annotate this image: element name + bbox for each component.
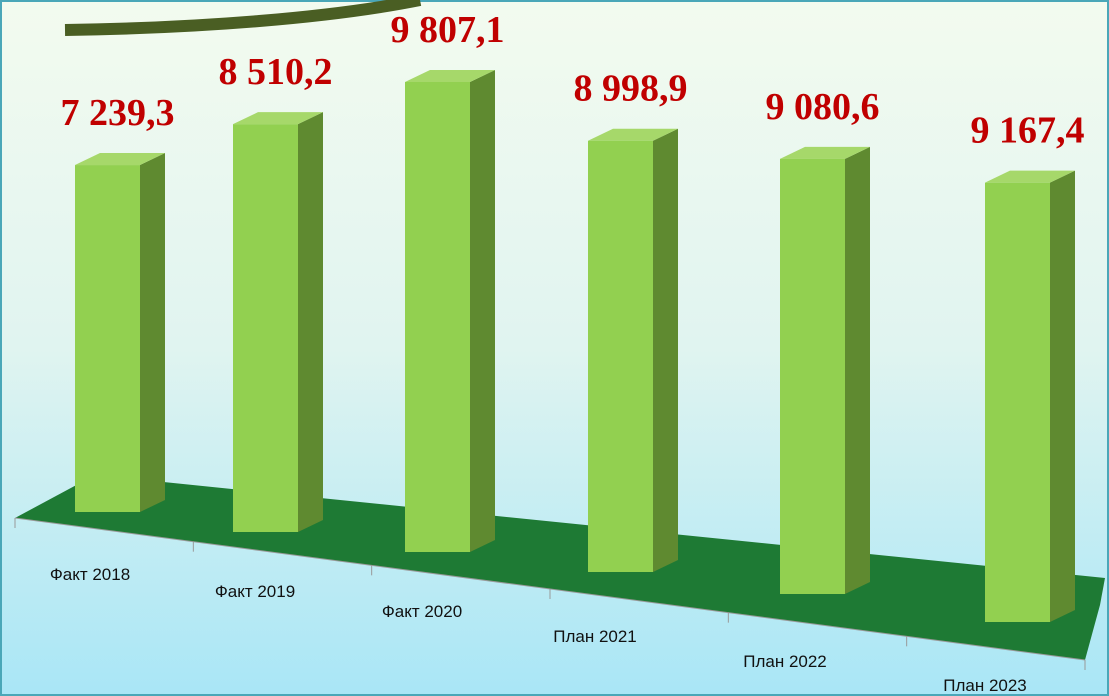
bar: [588, 140, 653, 572]
x-tick-label: Факт 2019: [215, 582, 295, 601]
bar: [233, 124, 298, 533]
bar-side: [470, 70, 495, 552]
data-label: 7 239,3: [61, 92, 175, 134]
bar-top: [405, 70, 495, 82]
x-tick-label: Факт 2020: [382, 602, 462, 621]
bar-side: [1050, 170, 1075, 622]
x-tick-label: План 2023: [943, 676, 1027, 695]
x-tick-label: Факт 2018: [50, 565, 130, 584]
bar-top: [780, 146, 870, 159]
bar-side: [845, 146, 870, 594]
decor-arc: [64, 0, 422, 36]
bar-side: [298, 112, 323, 533]
bar: [405, 82, 470, 552]
bar-side: [653, 128, 678, 572]
bar-top: [75, 153, 165, 166]
bar-top: [233, 112, 323, 125]
data-label: 9 080,6: [766, 86, 880, 128]
x-tick-label: План 2022: [743, 652, 827, 671]
bar-side: [140, 153, 165, 513]
bar: [780, 158, 845, 594]
bar: [985, 182, 1050, 622]
bar-top: [588, 128, 678, 141]
data-label: 9 807,1: [391, 9, 505, 51]
bar: [75, 165, 140, 513]
bar-top: [985, 170, 1075, 183]
x-tick-label: План 2021: [553, 627, 637, 646]
data-label: 8 998,9: [574, 68, 688, 110]
data-label: 8 510,2: [219, 51, 333, 93]
data-label: 9 167,4: [971, 110, 1085, 152]
